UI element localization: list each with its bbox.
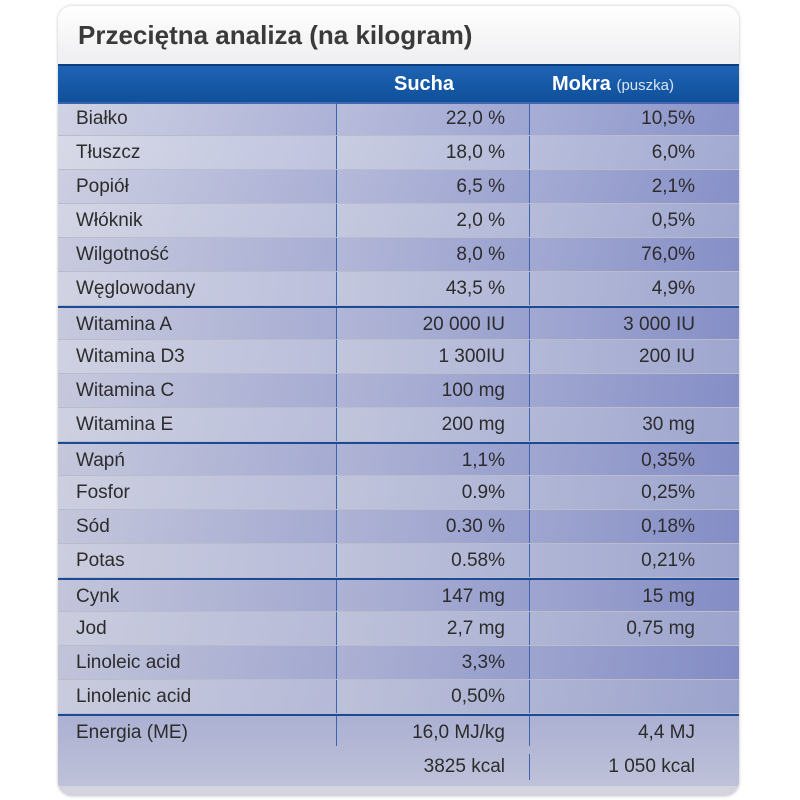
row-dry-value: 1,1% [336, 444, 529, 475]
row-wet-value [529, 680, 739, 713]
table-row: Potas 0.58% 0,21% [58, 544, 739, 578]
row-wet-value: 15 mg [529, 580, 739, 611]
row-wet-value: 2,1% [529, 170, 739, 203]
table-row: Sód 0.30 % 0,18% [58, 510, 739, 544]
row-wet-value: 30 mg [529, 408, 739, 441]
row-wet-value: 0,5% [529, 204, 739, 237]
energy-dry-kcal: 3825 kcal [423, 756, 505, 777]
row-label: Witamina A [58, 308, 336, 339]
analysis-card: Przeciętna analiza (na kilogram) Sucha M… [58, 6, 739, 796]
row-wet-value: 0,25% [529, 476, 739, 509]
row-wet-value: 0,18% [529, 510, 739, 543]
row-label: Włóknik [58, 204, 336, 237]
header-dry: Sucha [394, 73, 455, 95]
row-wet-value: 0,21% [529, 544, 739, 577]
table-title: Przeciętna analiza (na kilogram) [78, 20, 473, 50]
table-row: Witamina C 100 mg [58, 374, 739, 408]
table-row: Linolenic acid 0,50% [58, 680, 739, 714]
energy-wet-mj: 4,4 MJ [637, 722, 695, 743]
row-wet-value: 4,9% [529, 272, 739, 305]
row-dry-value: 2,0 % [336, 204, 529, 237]
table-header: Sucha Mokra (puszka) [58, 64, 739, 104]
table-row: Jod 2,7 mg 0,75 mg [58, 612, 739, 646]
row-label: Białko [58, 102, 336, 135]
row-dry-value: 6,5 % [336, 170, 529, 203]
row-wet-value: 6,0% [529, 136, 739, 169]
row-dry-value: 147 mg [336, 580, 529, 611]
table-row: Fosfor 0.9% 0,25% [58, 476, 739, 510]
row-dry-value: 1 300IU [336, 340, 529, 373]
energy-dry-mj: 16,0 MJ/kg [412, 722, 505, 743]
row-label: Potas [58, 544, 336, 577]
row-wet-value: 0,35% [529, 444, 739, 475]
column-divider [529, 716, 530, 746]
table-row: Witamina D3 1 300IU 200 IU [58, 340, 739, 374]
row-label: Witamina D3 [58, 340, 336, 373]
row-dry-value: 3,3% [336, 646, 529, 679]
table-row: Wilgotność 8,0 % 76,0% [58, 238, 739, 272]
row-dry-value: 8,0 % [336, 238, 529, 271]
row-dry-value: 22,0 % [336, 102, 529, 135]
row-wet-value: 10,5% [529, 102, 739, 135]
table-row: Cynk 147 mg 15 mg [58, 578, 739, 612]
row-label: Jod [58, 612, 336, 645]
row-label: Linoleic acid [58, 646, 336, 679]
row-label: Węglowodany [58, 272, 336, 305]
row-dry-value: 0.9% [336, 476, 529, 509]
row-dry-value: 200 mg [336, 408, 529, 441]
energy-row: Energia (ME) 16,0 MJ/kg 4,4 MJ 3825 kcal… [58, 714, 739, 786]
energy-label: Energia (ME) [76, 722, 188, 743]
energy-wet-kcal: 1 050 kcal [608, 756, 695, 777]
row-dry-value: 20 000 IU [336, 308, 529, 339]
row-dry-value: 18,0 % [336, 136, 529, 169]
header-wet-sub: (puszka) [616, 77, 674, 94]
row-wet-value [529, 374, 739, 407]
row-label: Wapń [58, 444, 336, 475]
table-row: Wapń 1,1% 0,35% [58, 442, 739, 476]
row-wet-value [529, 646, 739, 679]
row-label: Witamina C [58, 374, 336, 407]
row-dry-value: 0.30 % [336, 510, 529, 543]
table-row: Włóknik 2,0 % 0,5% [58, 204, 739, 238]
table-row: Witamina E 200 mg 30 mg [58, 408, 739, 442]
row-label: Wilgotność [58, 238, 336, 271]
row-label: Sód [58, 510, 336, 543]
table-row: Popiół 6,5 % 2,1% [58, 170, 739, 204]
row-dry-value: 2,7 mg [336, 612, 529, 645]
table-row: Linoleic acid 3,3% [58, 646, 739, 680]
row-label: Popiół [58, 170, 336, 203]
row-dry-value: 0.58% [336, 544, 529, 577]
row-label: Tłuszcz [58, 136, 336, 169]
column-divider [529, 754, 530, 780]
table-row: Tłuszcz 18,0 % 6,0% [58, 136, 739, 170]
table-row: Węglowodany 43,5 % 4,9% [58, 272, 739, 306]
row-dry-value: 100 mg [336, 374, 529, 407]
row-wet-value: 76,0% [529, 238, 739, 271]
row-wet-value: 3 000 IU [529, 308, 739, 339]
row-label: Cynk [58, 580, 336, 611]
row-label: Fosfor [58, 476, 336, 509]
row-dry-value: 43,5 % [336, 272, 529, 305]
header-wet: Mokra (puszka) [552, 73, 674, 96]
row-label: Linolenic acid [58, 680, 336, 713]
header-wet-label: Mokra [552, 73, 611, 95]
table-body: Białko 22,0 % 10,5% Tłuszcz 18,0 % 6,0% … [58, 102, 739, 786]
table-row: Białko 22,0 % 10,5% [58, 102, 739, 136]
row-label: Witamina E [58, 408, 336, 441]
column-divider [336, 716, 337, 746]
row-dry-value: 0,50% [336, 680, 529, 713]
row-wet-value: 0,75 mg [529, 612, 739, 645]
table-row: Witamina A 20 000 IU 3 000 IU [58, 306, 739, 340]
row-wet-value: 200 IU [529, 340, 739, 373]
